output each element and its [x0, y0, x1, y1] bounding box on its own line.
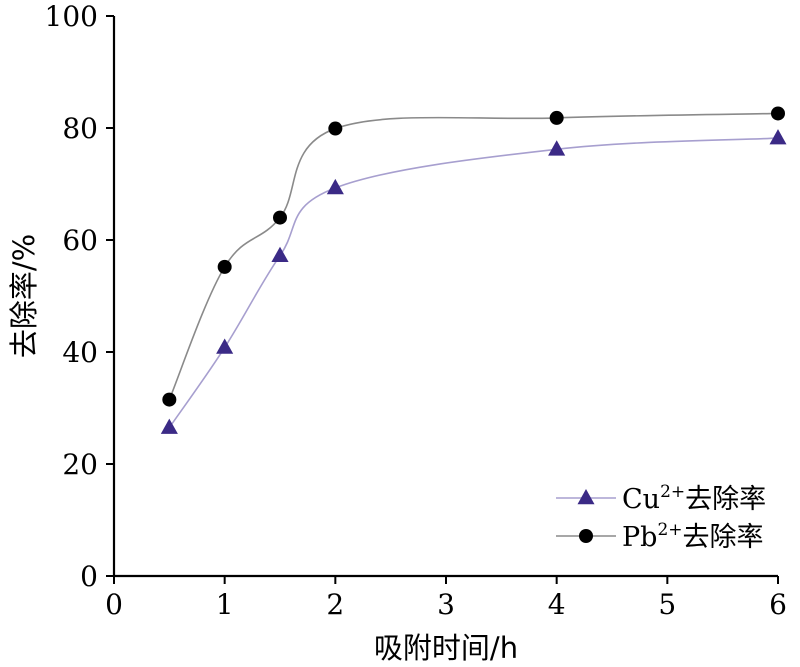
- data-point: [216, 339, 233, 354]
- y-axis-title: 去除率/%: [7, 234, 41, 358]
- series-line: [169, 113, 778, 399]
- x-tick-label: 1: [216, 588, 234, 621]
- data-point: [550, 111, 564, 125]
- x-tick-label: 2: [326, 588, 344, 621]
- legend-label-sup: 2+: [660, 482, 685, 502]
- series-1: [161, 129, 787, 434]
- data-point: [771, 106, 785, 120]
- x-tick-label: 0: [105, 588, 123, 621]
- legend-item: Cu2+去除率: [556, 482, 766, 515]
- data-point: [271, 247, 288, 262]
- legend-label: Cu2+去除率: [622, 482, 766, 515]
- y-tick-label: 0: [80, 560, 98, 593]
- legend-marker: [579, 529, 593, 543]
- y-tick-label: 100: [45, 0, 98, 33]
- data-point: [218, 260, 232, 274]
- legend-label-suffix: 去除率: [685, 484, 766, 515]
- legend-label-sup: 2+: [657, 520, 682, 540]
- legend-label: Pb2+去除率: [622, 520, 764, 553]
- series-2: [162, 106, 785, 406]
- data-point: [162, 393, 176, 407]
- y-tick-label: 20: [62, 448, 98, 481]
- x-tick-label: 5: [658, 588, 676, 621]
- series-line: [169, 138, 778, 428]
- x-tick-label: 4: [548, 588, 566, 621]
- legend-label-suffix: 去除率: [683, 522, 764, 553]
- x-axis-title: 吸附时间/h: [374, 631, 518, 665]
- y-tick-label: 80: [62, 112, 98, 145]
- legend-item: Pb2+去除率: [556, 520, 764, 553]
- y-tick-label: 40: [62, 336, 98, 369]
- data-point: [161, 419, 178, 434]
- data-point: [770, 129, 787, 144]
- data-point: [328, 122, 342, 136]
- legend-label-base: Pb: [622, 522, 657, 553]
- series-layer: [161, 106, 787, 433]
- x-tick-label: 3: [437, 588, 455, 621]
- y-tick-label: 60: [62, 224, 98, 257]
- data-point: [273, 211, 287, 225]
- legend-label-base: Cu: [622, 484, 660, 515]
- legend-marker: [578, 489, 595, 504]
- x-tick-label: 6: [769, 588, 787, 621]
